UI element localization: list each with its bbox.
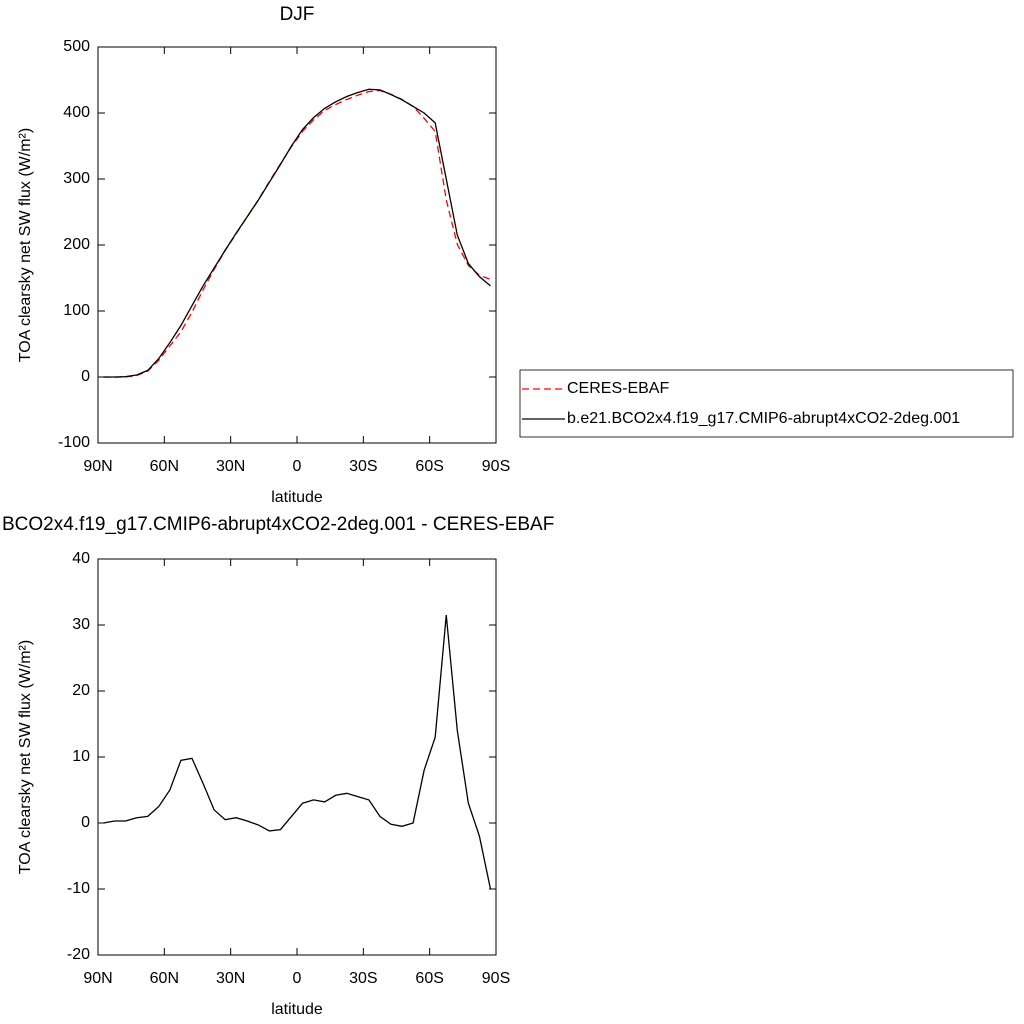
y-tick-label: 0: [81, 814, 90, 831]
y-axis-label: TOA clearsky net SW flux (W/m²): [17, 128, 34, 362]
x-tick-label: 30N: [216, 458, 245, 475]
legend-box: [519, 369, 1014, 438]
y-tick-label: 0: [81, 368, 90, 385]
y-tick-label: -100: [58, 434, 90, 451]
x-tick-label: 30S: [349, 458, 377, 475]
x-tick-label: 90N: [83, 970, 112, 987]
x-tick-label: 0: [293, 458, 302, 475]
x-tick-label: 60N: [150, 970, 179, 987]
y-tick-label: 400: [63, 104, 90, 121]
x-tick-label: 0: [293, 970, 302, 987]
series-line: [103, 88, 491, 378]
y-axis-label: TOA clearsky net SW flux (W/m²): [17, 640, 34, 874]
y-tick-label: -20: [67, 946, 90, 963]
x-tick-label: 90S: [482, 458, 510, 475]
x-tick-label: 30S: [349, 970, 377, 987]
plot-frame: [97, 46, 497, 444]
x-tick-label: 90S: [482, 970, 510, 987]
series-line: [103, 89, 491, 378]
y-tick-label: 500: [63, 38, 90, 55]
x-tick-label: 30N: [216, 970, 245, 987]
y-tick-label: 20: [72, 682, 90, 699]
x-axis-label: latitude: [271, 489, 323, 506]
y-tick-label: 300: [63, 170, 90, 187]
y-tick-label: 30: [72, 616, 90, 633]
x-tick-label: 90N: [83, 458, 112, 475]
chart-title: DJF: [280, 4, 315, 25]
y-tick-label: 200: [63, 236, 90, 253]
y-tick-label: 40: [72, 550, 90, 567]
y-tick-label: 100: [63, 302, 90, 319]
legend-label: b.e21.BCO2x4.f19_g17.CMIP6-abrupt4xCO2-2…: [567, 410, 960, 427]
x-tick-label: 60S: [415, 970, 443, 987]
series-line: [103, 615, 492, 890]
chart-title: BCO2x4.f19_g17.CMIP6-abrupt4xCO2-2deg.00…: [2, 514, 554, 535]
x-axis-label: latitude: [271, 1001, 323, 1018]
y-tick-label: 10: [72, 748, 90, 765]
x-tick-label: 60S: [415, 458, 443, 475]
plot-frame: [97, 558, 497, 956]
y-tick-label: -10: [67, 880, 90, 897]
legend-label: CERES-EBAF: [567, 380, 669, 397]
x-tick-label: 60N: [150, 458, 179, 475]
